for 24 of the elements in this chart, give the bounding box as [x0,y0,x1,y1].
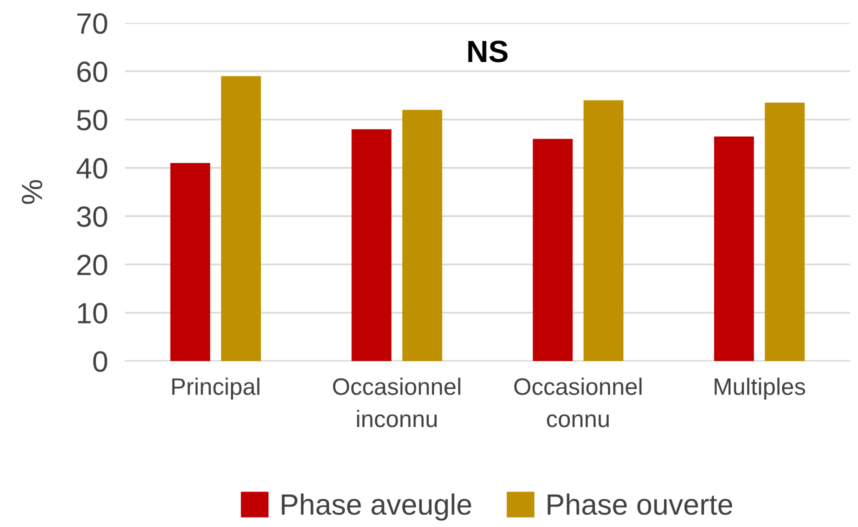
x-tick-label: Occasionnel connu [514,378,642,428]
legend-label: Phase ouverte [548,493,732,515]
x-tick-label: Principal [172,378,260,400]
y-axis-title: % [22,180,42,204]
bar [352,129,392,361]
x-tick-label: Multiples [714,378,806,400]
x-tick-label: Occasionnel inconnu [333,378,460,428]
y-tick-label: 20 [77,254,108,276]
legend-label: Phase aveugle [282,493,472,521]
bar [402,110,442,361]
y-tick-label: 50 [77,110,108,130]
y-tick-label: 60 [77,61,108,82]
bar [764,102,805,361]
bar [221,76,261,361]
y-tick-label: 10 [78,302,108,324]
y-tick-label: 40 [76,158,108,179]
y-tick-label: 30 [77,206,108,227]
chart-title: NS [468,40,508,62]
bar [170,163,210,361]
y-tick-label: 0 [93,351,108,372]
bar [584,100,624,361]
bar [714,136,754,361]
y-tick-label: 70 [77,13,108,34]
bar [532,138,573,361]
